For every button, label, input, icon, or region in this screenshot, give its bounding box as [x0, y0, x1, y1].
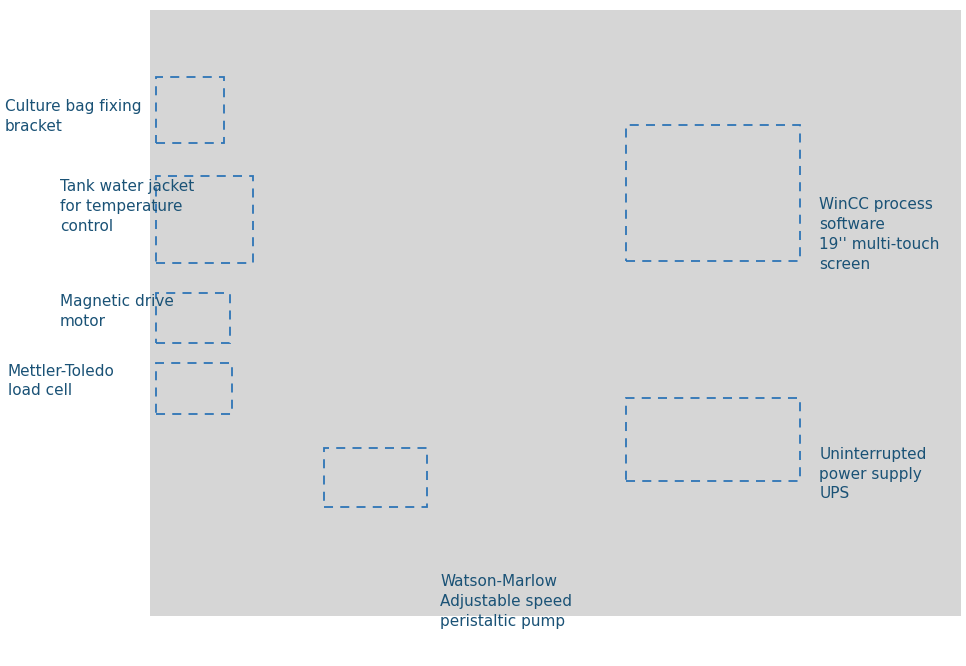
Text: WinCC process
software
19'' multi-touch
screen: WinCC process software 19'' multi-touch …	[819, 197, 940, 272]
Bar	[156, 293, 230, 343]
Bar	[156, 363, 232, 414]
Bar	[626, 125, 800, 261]
Bar	[156, 77, 224, 143]
Text: Uninterrupted
power supply
UPS: Uninterrupted power supply UPS	[819, 447, 926, 501]
Bar	[626, 398, 800, 481]
Text: Magnetic drive
motor: Magnetic drive motor	[60, 294, 174, 329]
Bar	[324, 448, 427, 507]
Text: Mettler-Toledo
load cell: Mettler-Toledo load cell	[8, 364, 115, 398]
Text: Tank water jacket
for temperature
control: Tank water jacket for temperature contro…	[60, 179, 194, 234]
Text: Watson-Marlow
Adjustable speed
peristaltic pump: Watson-Marlow Adjustable speed peristalt…	[440, 574, 573, 629]
Text: Culture bag fixing
bracket: Culture bag fixing bracket	[5, 99, 141, 134]
Bar	[150, 10, 961, 616]
Bar	[156, 176, 253, 263]
